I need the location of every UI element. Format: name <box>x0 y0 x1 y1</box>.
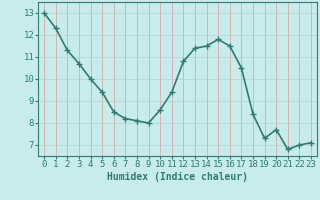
X-axis label: Humidex (Indice chaleur): Humidex (Indice chaleur) <box>107 172 248 182</box>
